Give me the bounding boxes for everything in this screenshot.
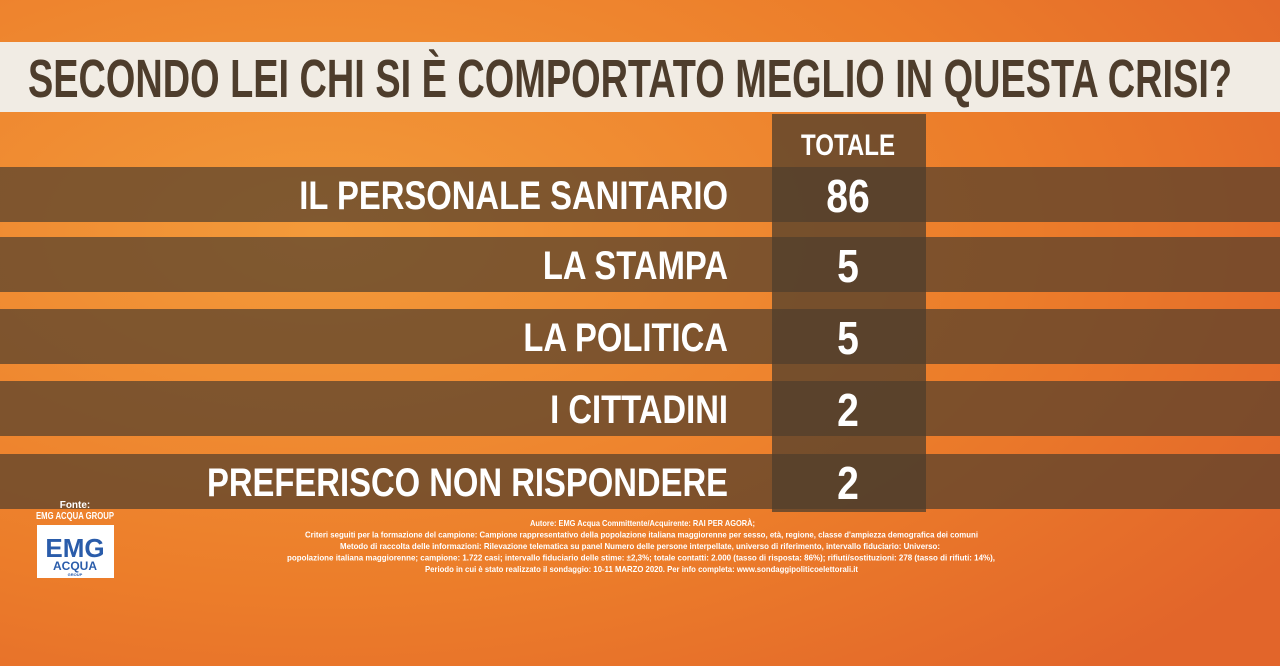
row-label: I CITTADINI [550,387,728,432]
footnote-line: Autore: EMG Acqua Committente/Acquirente… [530,518,755,528]
logo-sub: ACQUA [53,559,97,573]
row-value: 2 [837,458,859,510]
row-label: PREFERISCO NON RISPONDERE [207,460,728,505]
row-band [0,167,1280,222]
row-value: 86 [826,171,869,223]
row-value: 2 [837,385,859,437]
source-name: EMG ACQUA GROUP [36,511,114,522]
footnote-line: popolazione italiana maggiorenne; campio… [287,553,995,563]
row-value: 5 [837,313,859,365]
row-value: 5 [837,241,859,293]
row-band [0,309,1280,364]
row-label: LA POLITICA [523,315,728,360]
row-band [0,381,1280,436]
row-band [0,237,1280,292]
footnote: Autore: EMG Acqua Committente/Acquirente… [287,518,995,574]
row-band [0,454,1280,509]
title-bar [0,42,1280,112]
footnote-line: Metodo di raccolta delle informazioni: R… [340,541,940,551]
title: SECONDO LEI CHI SI È COMPORTATO MEGLIO I… [28,49,1232,109]
source-label: Fonte: [60,500,91,511]
logo-main: EMG [45,533,104,563]
row-label: LA STAMPA [543,243,728,288]
logo-box [37,525,114,578]
logo-small: GROUP [68,572,83,577]
column-header: TOTALE [801,129,895,162]
row-label: IL PERSONALE SANITARIO [299,173,728,218]
footnote-line: Periodo in cui è stato realizzato il son… [425,564,858,574]
rows: IL PERSONALE SANITARIO 86 LA STAMPA 5 LA POL… [0,167,1280,510]
footnote-line: Criteri seguiti per la formazione del ca… [305,530,978,540]
